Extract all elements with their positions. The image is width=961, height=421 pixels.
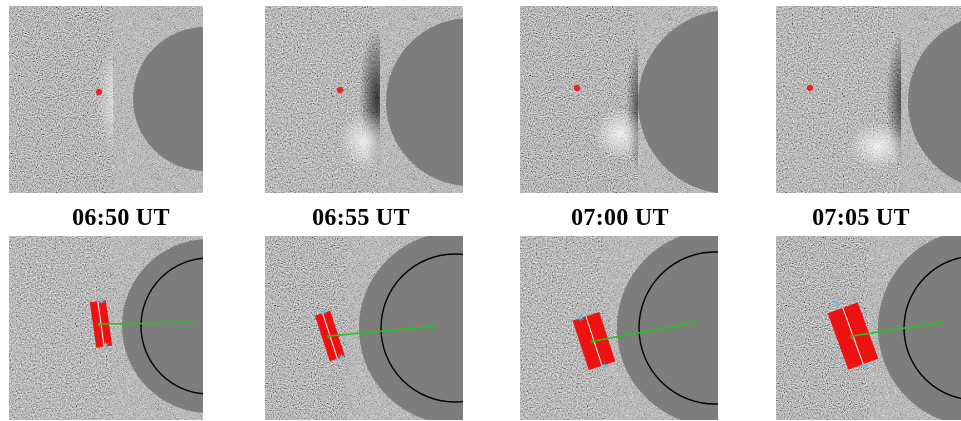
endpoint-star: ✶ <box>600 361 609 373</box>
endpoint-star: ✶ <box>861 361 870 373</box>
occulter-disk <box>878 236 961 420</box>
slit-image: ✶ ✶ ✶ <box>9 236 203 420</box>
bottom-panel-0705: ✶ ✶ ✶ <box>776 236 961 420</box>
solar-limb-circle <box>380 253 463 403</box>
center-star: ✶ <box>325 332 333 343</box>
solar-limb-circle <box>140 257 203 395</box>
slit-image: ✶ ✶ ✶ <box>265 236 463 420</box>
endpoint-star: ✶ <box>101 340 110 352</box>
occulter-disk <box>638 10 718 193</box>
bottom-panel-0700: ✶ ✶ ✶ <box>520 236 718 420</box>
direction-line <box>593 321 699 342</box>
time-label-0655: 06:55 UT <box>312 205 410 231</box>
direction-line <box>329 325 438 337</box>
marker-dot <box>336 86 344 94</box>
time-label-0650: 06:50 UT <box>72 205 170 231</box>
top-panel-0705 <box>776 6 961 193</box>
bottom-panel-0650: ✶ ✶ ✶ <box>9 236 203 420</box>
time-label-0700: 07:00 UT <box>571 205 669 231</box>
center-star: ✶ <box>848 332 856 343</box>
difference-image <box>776 6 961 193</box>
direction-line <box>100 322 198 325</box>
occulter-disk <box>908 21 961 183</box>
endpoint-star: ✶ <box>832 299 841 311</box>
top-panel-0700 <box>520 6 718 193</box>
marker-dot <box>573 84 581 92</box>
endpoint-star: ✶ <box>319 307 328 319</box>
solar-limb-circle <box>638 251 718 405</box>
bottom-panel-0655: ✶ ✶ ✶ <box>265 236 463 420</box>
occulter-disk <box>133 27 203 171</box>
center-star: ✶ <box>589 337 597 348</box>
slit-image: ✶ ✶ ✶ <box>776 236 961 420</box>
difference-image <box>520 6 718 193</box>
marker-dot <box>806 84 814 92</box>
top-panel-0650 <box>9 6 203 193</box>
center-star: ✶ <box>95 320 103 331</box>
slit-image: ✶ ✶ ✶ <box>520 236 718 420</box>
endpoint-star: ✶ <box>576 313 585 325</box>
endpoint-star: ✶ <box>337 352 346 364</box>
occulter-disk <box>386 18 463 186</box>
marker-dot <box>95 88 103 96</box>
difference-image <box>9 6 203 193</box>
time-label-0705: 07:05 UT <box>812 205 910 231</box>
top-panel-0655 <box>265 6 463 193</box>
direction-line <box>852 321 945 337</box>
endpoint-star: ✶ <box>97 296 106 308</box>
occulter-disk <box>122 239 203 413</box>
difference-image <box>265 6 463 193</box>
